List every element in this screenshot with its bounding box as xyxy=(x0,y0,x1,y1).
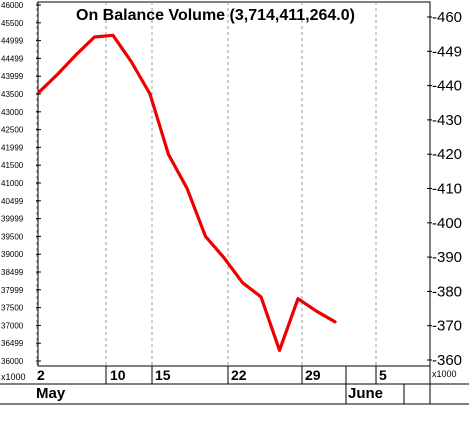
left-tick-label: 36499 xyxy=(1,339,24,348)
right-tick-label: -360 xyxy=(432,352,462,369)
left-tick-label: 37000 xyxy=(1,321,24,330)
left-tick-label: 40499 xyxy=(1,197,24,206)
left-tick-label: 44999 xyxy=(1,37,24,46)
left-tick-label: 43500 xyxy=(1,90,24,99)
x-tick-label: 10 xyxy=(110,367,126,383)
right-axis: -460 -449 -440 -430 -420 -410 -400 -390 -380 -370… xyxy=(427,9,462,369)
right-multiplier-label: x1000 xyxy=(432,369,457,379)
right-tick-label: -390 xyxy=(432,249,462,266)
left-tick-label: 38499 xyxy=(1,268,24,277)
left-tick-label: 46000 xyxy=(1,1,24,10)
x-tick-label: 29 xyxy=(305,367,321,383)
month-label: June xyxy=(348,385,383,402)
left-tick-label: 41000 xyxy=(1,179,24,188)
left-tick-label: 37500 xyxy=(1,304,24,313)
left-tick-label: 39999 xyxy=(1,215,24,224)
right-tick-label: -449 xyxy=(432,43,462,60)
right-tick-label: -460 xyxy=(432,9,462,26)
plot-area xyxy=(37,1,431,367)
left-tick-label: 41500 xyxy=(1,161,24,170)
left-tick-label: 39000 xyxy=(1,250,24,259)
left-tick-label: 41999 xyxy=(1,143,24,152)
left-tick-label: 43999 xyxy=(1,72,24,81)
x-axis: 2 10 15 22 29 5 May June xyxy=(0,366,469,405)
left-tick-label: 45500 xyxy=(1,19,24,28)
x-tick-label: 5 xyxy=(379,367,387,383)
left-tick-label: 37999 xyxy=(1,286,24,295)
x-tick-label: 15 xyxy=(155,367,171,383)
chart-title: On Balance Volume (3,714,411,264.0) xyxy=(76,7,355,24)
right-tick-label: -400 xyxy=(432,215,462,232)
right-tick-label: -410 xyxy=(432,181,462,198)
obv-series-line xyxy=(37,33,337,352)
right-tick-label: -420 xyxy=(432,146,462,163)
left-tick-label: 44499 xyxy=(1,54,24,63)
left-tick-label: 42500 xyxy=(1,126,24,135)
left-tick-label: 36000 xyxy=(1,357,24,366)
left-multiplier-label: x1000 xyxy=(1,372,26,382)
right-tick-label: -430 xyxy=(432,112,462,129)
right-tick-label: -380 xyxy=(432,283,462,300)
gridlines xyxy=(36,2,377,366)
left-axis: 46000 45500 44999 44499 43999 43500 43000 42500… xyxy=(1,1,41,366)
x-tick-label: 2 xyxy=(37,367,45,383)
right-tick-label: -440 xyxy=(432,78,462,95)
left-tick-label: 43000 xyxy=(1,108,24,117)
x-tick-label: 22 xyxy=(231,367,247,383)
left-tick-label: 39500 xyxy=(1,232,24,241)
month-label: May xyxy=(36,385,66,402)
right-tick-label: -370 xyxy=(432,318,462,335)
